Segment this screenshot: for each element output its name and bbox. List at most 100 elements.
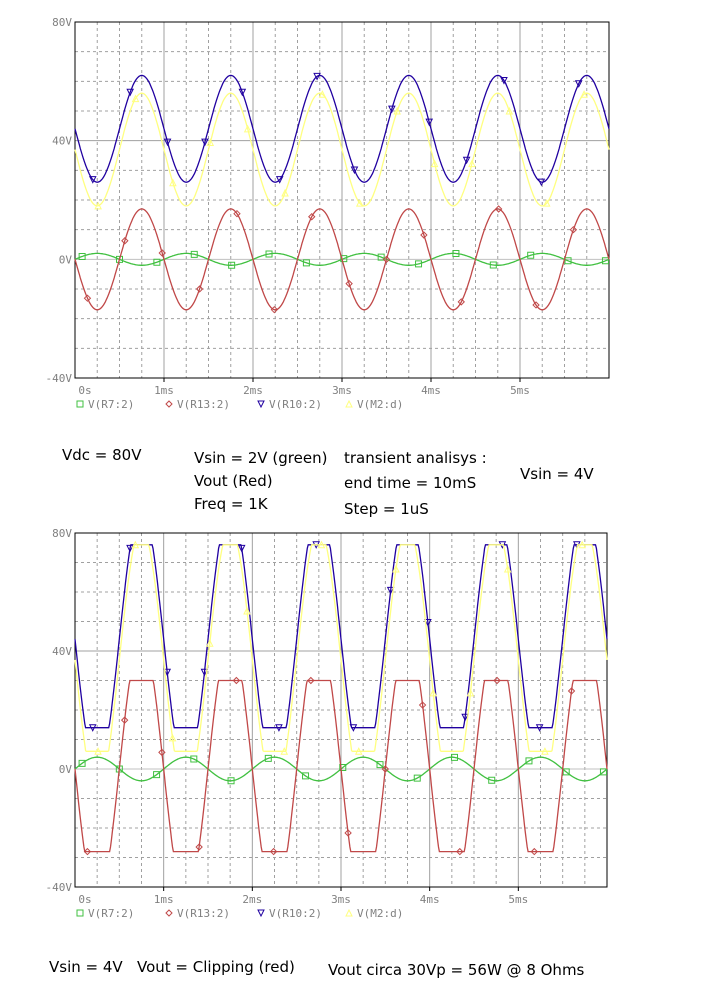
series-marker xyxy=(88,724,97,732)
series-marker xyxy=(265,250,273,258)
series-marker xyxy=(318,90,327,98)
series-marker xyxy=(388,105,396,114)
series-marker xyxy=(121,237,129,245)
series-marker xyxy=(578,540,586,549)
series-marker xyxy=(574,80,583,88)
legend-label: V(R7:2) xyxy=(88,398,134,411)
series-marker xyxy=(308,213,316,221)
series-marker xyxy=(450,753,458,761)
series-marker xyxy=(302,772,310,780)
series-marker xyxy=(457,298,465,306)
series-marker xyxy=(206,138,215,147)
series-marker xyxy=(542,199,551,207)
series-marker xyxy=(83,294,92,302)
note-vsin-right: Vsin = 4V xyxy=(520,465,594,483)
series-marker xyxy=(158,249,166,257)
note-vsin-green: Vsin = 2V (green) xyxy=(194,449,328,467)
note-vdc: Vdc = 80V xyxy=(62,446,142,464)
legend-marker xyxy=(257,400,265,409)
chart-bottom: -40V 0V 40V 80V 0s 1ms 2ms 3ms 4ms 5ms V(R7:2) V(R1… xyxy=(46,527,608,920)
series-marker xyxy=(537,178,546,187)
series-marker xyxy=(354,747,363,755)
series-marker xyxy=(168,733,177,742)
series-marker xyxy=(339,764,347,772)
series-marker xyxy=(228,261,236,269)
series-marker xyxy=(158,748,166,757)
note-step: Step = 1uS xyxy=(344,500,429,518)
x-tick-label: 2ms xyxy=(243,384,263,397)
y-tick-label: 80V xyxy=(52,527,72,540)
series-marker xyxy=(317,540,326,549)
y-tick-label: 80V xyxy=(52,16,72,29)
series-marker xyxy=(503,564,512,573)
series-marker xyxy=(564,257,572,265)
series-marker xyxy=(562,768,570,776)
series-marker xyxy=(232,676,241,685)
series-line-V(M2:d) xyxy=(74,544,608,752)
legend-marker xyxy=(257,909,265,918)
series-marker xyxy=(601,257,609,265)
series-marker xyxy=(227,777,235,785)
x-tick-label: 1ms xyxy=(154,384,174,397)
series-marker xyxy=(280,747,289,755)
note-vsin-bottom: Vsin = 4V xyxy=(49,958,123,976)
series-marker xyxy=(313,72,321,81)
note-end-time: end time = 10mS xyxy=(344,474,477,492)
series-line-V(M2:d) xyxy=(74,92,610,207)
series-marker xyxy=(525,757,533,765)
series-marker xyxy=(569,225,578,234)
series-marker xyxy=(345,279,353,288)
series-marker xyxy=(340,255,348,263)
series-marker xyxy=(233,209,241,218)
x-tick-label: 2ms xyxy=(242,893,262,906)
y-tick-label: -40V xyxy=(46,372,73,385)
series-marker xyxy=(532,301,540,309)
series-marker xyxy=(420,231,428,239)
legend-marker xyxy=(345,908,353,917)
series-marker xyxy=(163,668,172,677)
series-marker xyxy=(429,688,438,697)
series-marker xyxy=(386,586,395,595)
series-line-V(R10:2) xyxy=(74,74,610,183)
x-tick-label: 5ms xyxy=(510,384,530,397)
series-marker xyxy=(237,544,246,553)
series-marker xyxy=(94,201,102,210)
x-tick-label: 0s xyxy=(78,384,91,397)
note-transient: transient analisys : xyxy=(344,449,487,467)
series-marker xyxy=(201,138,209,147)
series-marker xyxy=(489,261,497,269)
series-marker xyxy=(494,205,503,213)
series-line-V(R13:2) xyxy=(74,208,610,311)
x-tick-label: 5ms xyxy=(508,893,528,906)
legend-label: V(M2:d) xyxy=(357,907,403,920)
legend-label: V(R13:2) xyxy=(177,398,230,411)
series-marker xyxy=(418,701,427,709)
series-marker xyxy=(527,251,535,259)
series-marker xyxy=(468,159,476,168)
series-marker xyxy=(78,759,86,767)
series-marker xyxy=(424,619,432,627)
series-marker xyxy=(349,724,358,732)
series-marker xyxy=(269,847,278,856)
series-marker xyxy=(83,847,92,856)
legend-label: V(R7:2) xyxy=(88,907,134,920)
x-tick-label: 1ms xyxy=(154,893,174,906)
series-marker xyxy=(88,176,97,184)
series-marker xyxy=(275,176,284,184)
series-marker xyxy=(94,747,102,755)
series-marker xyxy=(281,188,289,197)
series-marker xyxy=(488,776,496,784)
x-tick-label: 3ms xyxy=(332,384,352,397)
chart-top: -40V 0V 40V 80V 0s 1ms 2ms 3ms 4ms 5ms V(R7:2) V(R1… xyxy=(46,16,610,411)
series-marker xyxy=(344,829,352,837)
series-marker xyxy=(461,713,469,722)
y-tick-label: 0V xyxy=(59,763,73,776)
series-marker xyxy=(302,259,310,267)
series-marker xyxy=(195,285,204,293)
series-marker xyxy=(462,156,471,165)
legend-label: V(R10:2) xyxy=(269,907,322,920)
series-marker xyxy=(126,544,134,553)
series-marker xyxy=(243,606,251,615)
note-vout-clipping: Vout = Clipping (red) xyxy=(137,958,295,976)
series-marker xyxy=(275,724,283,732)
